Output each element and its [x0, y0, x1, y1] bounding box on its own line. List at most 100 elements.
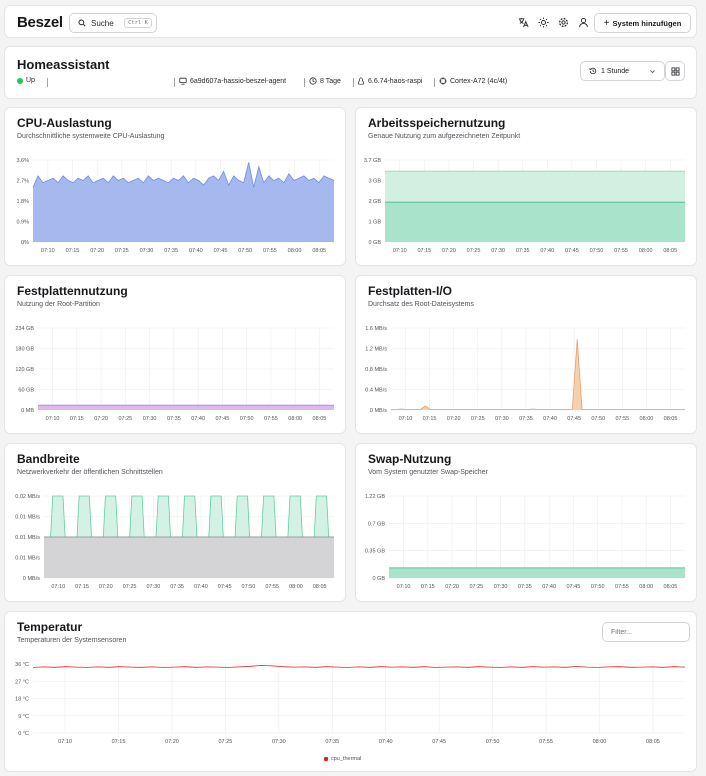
diskio-series-area	[391, 339, 685, 410]
x-tick-label: 07:50	[590, 248, 604, 254]
x-tick-label: 07:55	[615, 584, 629, 590]
disk-io-card: Festplatten-I/O Durchsatz des Root-Datei…	[355, 275, 697, 434]
x-tick-label: 07:35	[325, 739, 339, 745]
x-tick-label: 07:20	[90, 248, 104, 254]
x-tick-label: 07:40	[194, 584, 208, 590]
y-tick-label: 0 MB	[21, 408, 34, 414]
x-tick-label: 07:50	[591, 416, 605, 422]
linux-icon	[357, 77, 365, 85]
card-title: Swap-Nutzung	[368, 452, 452, 466]
x-tick-label: 07:10	[58, 739, 72, 745]
x-tick-label: 07:55	[614, 248, 628, 254]
temperature-chart[interactable]: 0 °C 9 °C 18 °C 27 °C 36 °C 07:10 07:15 07:20 07…	[5, 612, 698, 773]
y-tick-label: 1.6 MB/s	[365, 326, 387, 332]
x-tick-label: 07:40	[191, 416, 205, 422]
x-tick-label: 07:35	[519, 416, 533, 422]
divider	[353, 78, 354, 87]
y-tick-label: 180 GB	[15, 347, 34, 353]
y-tick-label: 0.4 MB/s	[365, 388, 387, 394]
disk-io-chart[interactable]: 0 MB/s 0.4 MB/s 0.8 MB/s 1.2 MB/s 1.6 MB/s 07…	[356, 276, 698, 435]
y-tick-label: 0%	[21, 240, 29, 246]
diskio-series-line	[391, 339, 685, 410]
sun-icon[interactable]	[536, 15, 550, 29]
x-tick-label: 07:10	[393, 248, 407, 254]
x-tick-label: 07:25	[118, 416, 132, 422]
chart-legend[interactable]: cpu_thermal	[324, 756, 361, 762]
hostname-text: 6a9d607a-hassio-beszel-agent	[190, 77, 287, 85]
x-tick-label: 07:10	[399, 416, 413, 422]
layout-toggle-button[interactable]	[665, 61, 685, 81]
search-icon	[78, 19, 86, 27]
legend-label: cpu_thermal	[331, 756, 362, 762]
card-title: Festplattennutzung	[17, 284, 128, 298]
uptime-text: 8 Tage	[320, 77, 341, 85]
user-icon[interactable]	[576, 15, 590, 29]
status-text: Up	[26, 77, 35, 84]
system-header: Homeassistant Up 6a9d607a-hassio-beszel-…	[4, 46, 697, 99]
x-tick-label: 07:20	[99, 584, 113, 590]
bandwidth-chart[interactable]: 0 MB/s 0.01 MB/s 0.01 MB/s 0.01 MB/s 0.02 MB…	[5, 444, 347, 603]
cpu-usage-chart[interactable]: 0% 0.9% 1.8% 2.7% 3.6% 07:10 07:15 07:20 07:25 07…	[5, 108, 347, 267]
swap-series-area	[389, 567, 685, 578]
add-system-button[interactable]: + System hinzufügen	[594, 13, 691, 33]
x-tick-label: 08:00	[639, 248, 653, 254]
cpu-text: Cortex-A72 (4c/4t)	[450, 77, 508, 85]
x-tick-label: 07:20	[442, 248, 456, 254]
y-tick-label: 0 GB	[368, 240, 381, 246]
x-tick-label: 07:40	[543, 416, 557, 422]
history-icon	[589, 67, 597, 75]
x-tick-label: 07:45	[567, 416, 581, 422]
y-tick-label: 0 °C	[18, 731, 29, 737]
y-tick-label: 0.01 MB/s	[15, 515, 40, 521]
y-tick-label: 27 °C	[15, 679, 29, 685]
bandwidth-card: Bandbreite Netzwerkverkehr der öffentlic…	[4, 443, 346, 602]
x-tick-label: 07:55	[264, 416, 278, 422]
disk-series-area	[38, 405, 334, 410]
plus-icon: +	[603, 17, 610, 29]
logo[interactable]: Beszel	[17, 14, 63, 31]
chevron-down-icon	[650, 69, 655, 73]
kernel-text: 6.6.74-haos-raspi	[368, 77, 423, 85]
x-tick-label: 07:25	[469, 584, 483, 590]
x-tick-label: 07:10	[397, 584, 411, 590]
search-button[interactable]: Suche Ctrl K	[69, 13, 157, 33]
x-tick-label: 08:00	[289, 584, 303, 590]
translate-icon[interactable]	[516, 15, 530, 29]
x-tick-label: 07:35	[164, 248, 178, 254]
y-tick-label: 0 MB/s	[23, 576, 40, 582]
swap-usage-chart[interactable]: 0 GB 0.35 GB 0.7 GB 1.22 GB 07:10 07:15 07:20 0…	[356, 444, 698, 603]
time-range-select[interactable]: 1 Stunde	[580, 61, 665, 81]
y-tick-label: 36 °C	[15, 662, 29, 668]
x-tick-label: 07:45	[216, 416, 230, 422]
x-tick-label: 08:00	[639, 584, 653, 590]
bandwidth-peak-line	[44, 495, 334, 538]
x-tick-label: 07:40	[379, 739, 393, 745]
x-tick-label: 07:15	[112, 739, 126, 745]
x-tick-label: 07:30	[495, 416, 509, 422]
x-tick-label: 07:30	[140, 248, 154, 254]
x-tick-label: 07:45	[567, 584, 581, 590]
x-tick-label: 07:30	[272, 739, 286, 745]
x-tick-label: 07:25	[219, 739, 233, 745]
x-tick-label: 08:05	[646, 739, 660, 745]
gear-icon[interactable]	[556, 15, 570, 29]
x-tick-label: 07:25	[115, 248, 129, 254]
temperature-card: Temperatur Temperaturen der Systemsensor…	[4, 611, 697, 772]
y-tick-label: 3.6%	[16, 158, 29, 164]
x-tick-label: 07:40	[189, 248, 203, 254]
x-tick-label: 07:15	[66, 248, 80, 254]
x-tick-label: 07:55	[539, 739, 553, 745]
x-tick-label: 07:30	[491, 248, 505, 254]
grid-icon	[670, 66, 680, 76]
y-tick-label: 0.8 MB/s	[365, 367, 387, 373]
card-subtitle: Genaue Nutzung zum aufgezeichneten Zeitp…	[368, 133, 521, 140]
y-tick-label: 0.7 GB	[368, 521, 385, 527]
disk-usage-chart[interactable]: 0 MB 60 GB 120 GB 180 GB 234 GB 07:10 07:15 07:…	[5, 276, 347, 435]
x-tick-label: 08:00	[640, 416, 654, 422]
sensor-filter-input[interactable]	[602, 622, 690, 642]
system-name: Homeassistant	[17, 57, 110, 72]
x-tick-label: 07:50	[240, 416, 254, 422]
x-tick-label: 07:10	[41, 248, 55, 254]
memory-usage-chart[interactable]: 0 GB 1 GB 2 GB 3 GB 3.7 GB 07:10 07:15 07:20 07:…	[356, 108, 698, 267]
x-tick-label: 07:30	[146, 584, 160, 590]
